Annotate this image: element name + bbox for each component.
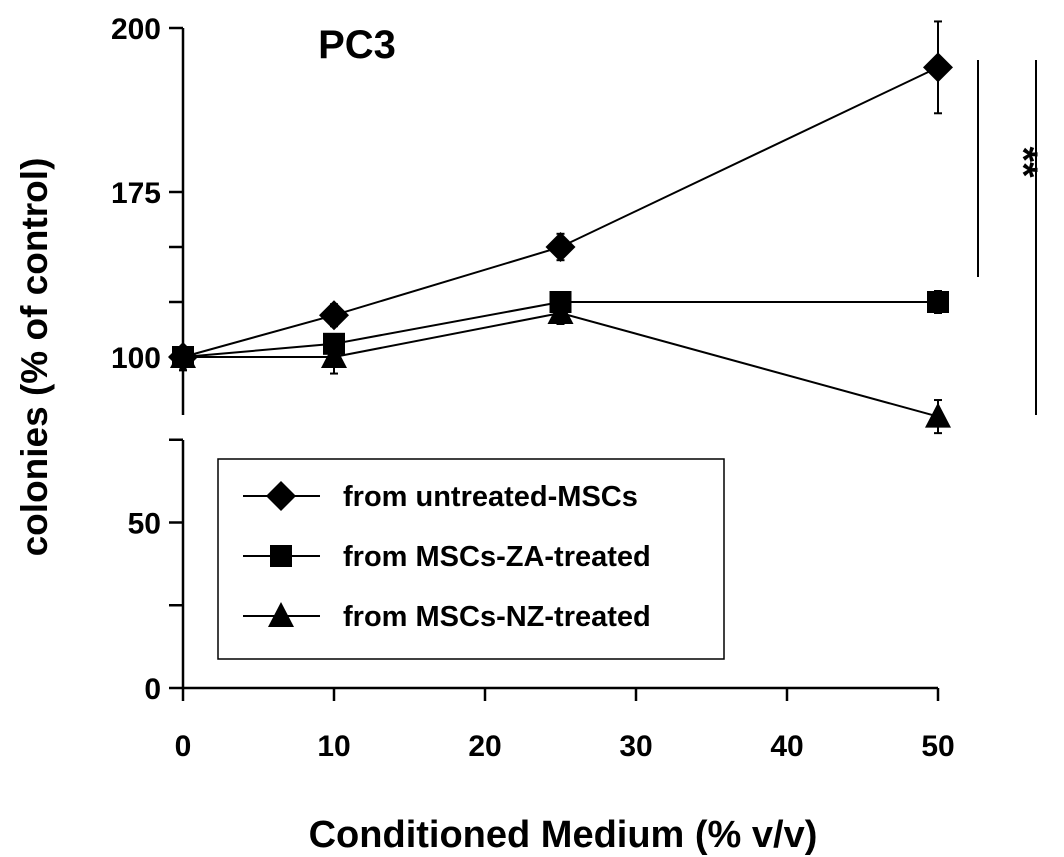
chart-title: PC3 (318, 23, 396, 67)
series-triangle (170, 299, 951, 435)
y-tick-label: 100 (111, 342, 161, 375)
legend-box (217, 458, 725, 660)
significance-label-1: ** (1001, 146, 1045, 178)
data-point-diamond (545, 232, 576, 262)
data-point-triangle (170, 343, 196, 368)
x-tick-label: 10 (317, 730, 350, 763)
legend-label: from untreated-MSCs (343, 481, 638, 513)
legend-marker-diamond (266, 481, 296, 511)
data-point-triangle (925, 402, 951, 428)
legend-entry: from untreated-MSCs (243, 481, 638, 513)
data-point-square (927, 291, 949, 313)
legend-label: from MSCs-NZ-treated (343, 601, 651, 633)
series-line (183, 311, 939, 418)
legend-entry: from MSCs-ZA-treated (243, 541, 651, 573)
data-point-triangle (321, 343, 347, 368)
x-tick-label: 20 (468, 730, 501, 763)
legend: from untreated-MSCs from MSCs-ZA-treated f… (217, 458, 725, 660)
x-tick-label: 0 (175, 730, 192, 763)
axes: 0 50 100 175 200 0 10 20 30 40 50 (111, 13, 955, 763)
y-tick-label: 50 (128, 508, 161, 541)
y-tick-label: 0 (144, 673, 161, 706)
x-tick-label: 50 (921, 730, 954, 763)
significance-annotations: ***** (977, 60, 1064, 415)
data-point-triangle (547, 299, 574, 324)
data-point-diamond (319, 300, 349, 331)
x-axis-label: Conditioned Medium (% v/v) (309, 814, 818, 856)
legend-marker-triangle (268, 602, 294, 627)
x-tick-label: 40 (770, 730, 803, 763)
y-tick-label: 200 (111, 13, 161, 46)
x-tick-label: 30 (619, 730, 652, 763)
series-line (182, 66, 939, 358)
data-point-diamond (923, 52, 953, 83)
y-tick-label: 175 (111, 177, 161, 210)
legend-label: from MSCs-ZA-treated (343, 541, 651, 573)
y-axis-label: colonies (% of control) (14, 158, 55, 557)
legend-marker-square (270, 545, 292, 567)
series-line (182, 301, 938, 358)
legend-entry: from MSCs-NZ-treated (243, 601, 651, 633)
significance-label-2: *** (1059, 227, 1064, 274)
series-group (168, 20, 953, 435)
